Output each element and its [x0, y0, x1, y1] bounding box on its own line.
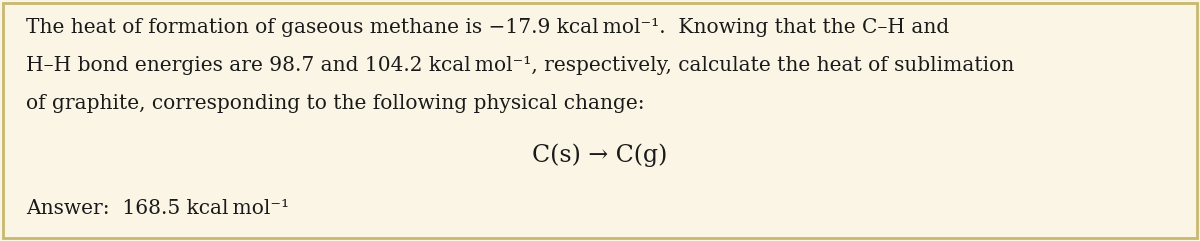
- Text: H–H bond energies are 98.7 and 104.2 kcal mol⁻¹, respectively, calculate the hea: H–H bond energies are 98.7 and 104.2 kca…: [26, 56, 1015, 75]
- FancyBboxPatch shape: [2, 3, 1198, 238]
- Text: of graphite, corresponding to the following physical change:: of graphite, corresponding to the follow…: [26, 94, 646, 113]
- Text: Answer:  168.5 kcal mol⁻¹: Answer: 168.5 kcal mol⁻¹: [26, 199, 289, 217]
- Text: C(s) → C(g): C(s) → C(g): [533, 143, 667, 167]
- Text: The heat of formation of gaseous methane is −17.9 kcal mol⁻¹.  Knowing that the : The heat of formation of gaseous methane…: [26, 18, 949, 37]
